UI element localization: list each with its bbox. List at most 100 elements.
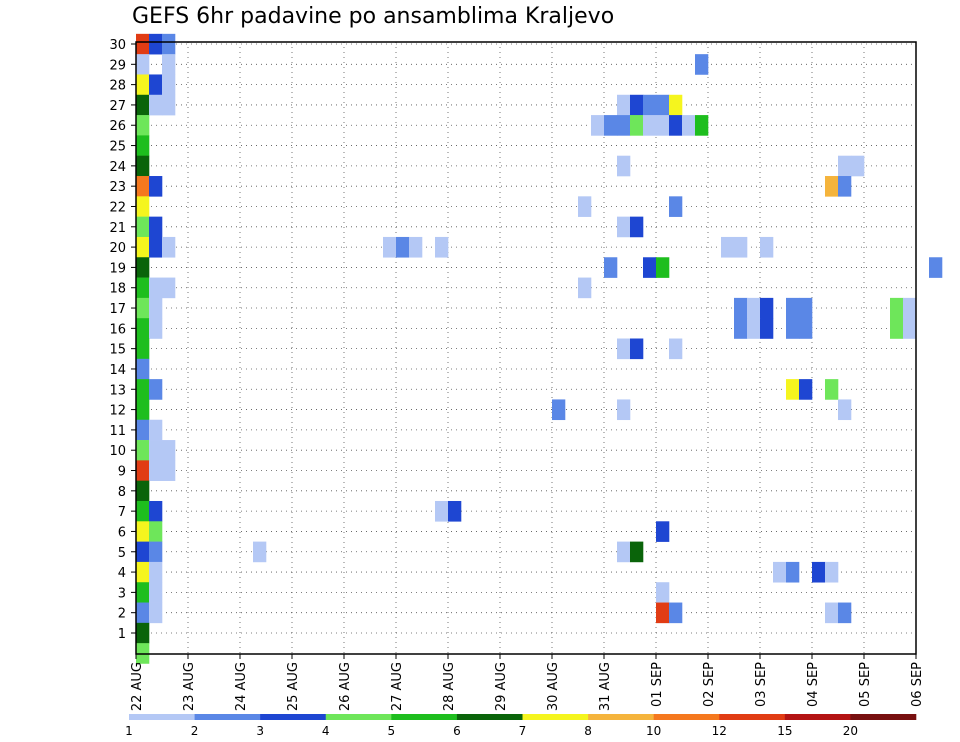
heatmap-cell: [149, 521, 163, 542]
x-tick-label: 27 AUG: [390, 662, 405, 711]
y-tick-label: 25: [109, 140, 126, 155]
heatmap-cell: [383, 236, 397, 258]
heatmap-cell: [812, 561, 826, 583]
x-tick-label: 29 AUG: [494, 662, 509, 711]
heatmap-cell: [734, 318, 748, 339]
legend-label: 20: [843, 724, 858, 738]
heatmap-cell: [149, 460, 163, 481]
heatmap-cell: [721, 236, 735, 258]
heatmap-cell: [136, 318, 150, 339]
y-tick-label: 26: [109, 119, 126, 134]
heatmap-cell: [409, 236, 423, 258]
legend-swatch: [194, 714, 261, 720]
heatmap-cell: [162, 460, 176, 481]
legend-label: 10: [646, 724, 661, 738]
heatmap-cell: [396, 236, 410, 258]
heatmap-cell: [643, 115, 657, 136]
y-tick-label: 2: [118, 607, 126, 622]
heatmap-cell: [162, 33, 176, 55]
heatmap-cell: [851, 155, 865, 177]
heatmap-cell: [162, 236, 176, 258]
heatmap-cell: [617, 338, 631, 360]
legend-swatch: [391, 714, 458, 720]
legend-swatch: [719, 714, 786, 720]
heatmap-cell: [149, 297, 163, 319]
y-tick-label: 9: [118, 465, 126, 480]
heatmap-cell: [136, 135, 150, 157]
y-tick-label: 19: [109, 261, 126, 276]
y-tick-label: 13: [109, 383, 126, 398]
heatmap-cell: [136, 338, 150, 360]
heatmap-cell: [149, 379, 163, 400]
y-tick-label: 18: [109, 282, 126, 297]
heatmap-cell: [760, 297, 774, 319]
heatmap-cell: [136, 460, 150, 481]
y-tick-label: 15: [109, 343, 126, 358]
y-tick-label: 24: [109, 160, 126, 175]
heatmap-cell: [656, 521, 670, 542]
heatmap-cell: [669, 602, 683, 624]
heatmap-cell: [136, 399, 150, 421]
heatmap-cell: [149, 602, 163, 624]
heatmap-cell: [149, 216, 163, 238]
y-tick-label: 20: [109, 241, 126, 256]
heatmap-cell: [643, 94, 657, 116]
heatmap-cell: [799, 318, 813, 339]
legend-swatch: [588, 714, 654, 720]
heatmap-cell: [669, 338, 683, 360]
y-tick-label: 4: [118, 566, 126, 581]
heatmap-cell: [136, 297, 150, 319]
heatmap-cell: [838, 399, 852, 421]
heatmap-cell: [682, 115, 696, 136]
heatmap-cell: [136, 379, 150, 400]
heatmap-cell: [149, 176, 163, 197]
y-tick-label: 10: [109, 444, 126, 459]
legend-swatch: [850, 714, 917, 720]
heatmap-cell: [617, 94, 631, 116]
heatmap-cell: [136, 561, 150, 583]
heatmap-cell: [630, 541, 644, 563]
y-tick-label: 22: [109, 200, 126, 215]
heatmap-cell: [136, 54, 150, 75]
heatmap-cell: [786, 379, 800, 400]
heatmap-cell: [695, 115, 709, 136]
y-tick-label: 6: [118, 525, 126, 540]
heatmap-cell: [136, 622, 150, 644]
heatmap-cell: [838, 155, 852, 177]
heatmap-cell: [136, 358, 150, 380]
heatmap-cell: [929, 257, 943, 278]
heatmap-cell: [136, 216, 150, 238]
heatmap-cell: [656, 94, 670, 116]
heatmap-cell: [149, 500, 163, 522]
heatmap-cell: [591, 115, 605, 136]
heatmap-cell: [136, 33, 150, 55]
y-tick-label: 3: [118, 586, 126, 601]
heatmap-cell: [149, 74, 163, 96]
y-tick-label: 12: [109, 404, 126, 419]
x-tick-label: 26 AUG: [338, 662, 353, 711]
y-tick-label: 11: [109, 424, 126, 439]
heatmap-cell: [890, 318, 904, 339]
legend-label: 6: [453, 724, 461, 738]
heatmap-cell: [604, 115, 618, 136]
legend-label: 1: [125, 724, 133, 738]
legend-label: 8: [584, 724, 592, 738]
chart-title: GEFS 6hr padavine po ansamblima Kraljevo: [132, 4, 615, 29]
heatmap-cell: [578, 277, 592, 299]
x-tick-label: 04 SEP: [806, 662, 821, 707]
heatmap-cell: [903, 297, 917, 319]
heatmap-cell: [435, 500, 449, 522]
heatmap-cell: [643, 257, 657, 278]
heatmap-cell: [136, 602, 150, 624]
legend-label: 4: [322, 724, 330, 738]
heatmap-cell: [786, 561, 800, 583]
y-tick-label: 5: [118, 546, 126, 561]
legend-swatch: [522, 714, 589, 720]
heatmap-cell: [617, 216, 631, 238]
y-tick-label: 14: [109, 363, 126, 378]
heatmap-cell: [656, 582, 670, 603]
heatmap-cell: [669, 94, 683, 116]
heatmap-cell: [149, 33, 163, 55]
